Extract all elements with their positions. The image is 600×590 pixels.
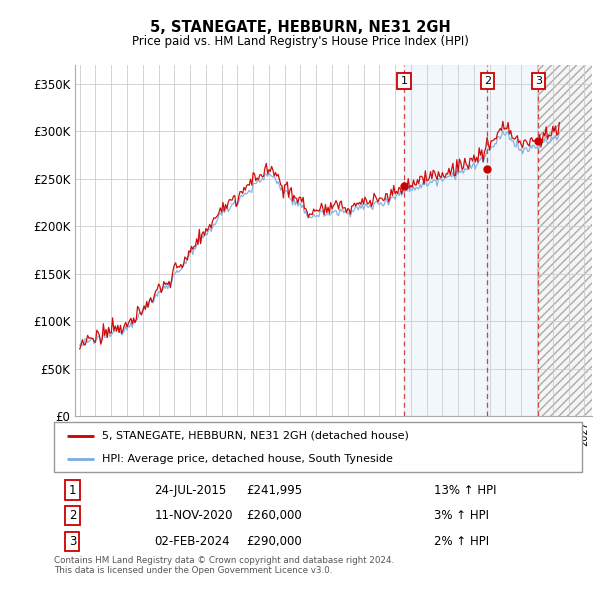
- Text: Price paid vs. HM Land Registry's House Price Index (HPI): Price paid vs. HM Land Registry's House …: [131, 35, 469, 48]
- Text: Contains HM Land Registry data © Crown copyright and database right 2024.
This d: Contains HM Land Registry data © Crown c…: [54, 556, 394, 575]
- Text: £241,995: £241,995: [246, 484, 302, 497]
- Text: 2: 2: [69, 509, 76, 522]
- Text: 1: 1: [69, 484, 76, 497]
- Text: £260,000: £260,000: [247, 509, 302, 522]
- Text: 2% ↑ HPI: 2% ↑ HPI: [434, 535, 489, 548]
- Text: 3: 3: [535, 76, 542, 86]
- Text: 1: 1: [400, 76, 407, 86]
- Text: 13% ↑ HPI: 13% ↑ HPI: [434, 484, 497, 497]
- Bar: [487, 65, 538, 416]
- FancyBboxPatch shape: [54, 422, 582, 472]
- Text: 5, STANEGATE, HEBBURN, NE31 2GH: 5, STANEGATE, HEBBURN, NE31 2GH: [149, 20, 451, 35]
- Text: £290,000: £290,000: [247, 535, 302, 548]
- Text: 5, STANEGATE, HEBBURN, NE31 2GH (detached house): 5, STANEGATE, HEBBURN, NE31 2GH (detache…: [101, 431, 409, 441]
- Text: 11-NOV-2020: 11-NOV-2020: [154, 509, 233, 522]
- Text: HPI: Average price, detached house, South Tyneside: HPI: Average price, detached house, Sout…: [101, 454, 392, 464]
- Bar: [404, 65, 487, 416]
- Text: 24-JUL-2015: 24-JUL-2015: [154, 484, 227, 497]
- Bar: [538, 65, 592, 416]
- Text: 3: 3: [69, 535, 76, 548]
- Text: 3% ↑ HPI: 3% ↑ HPI: [434, 509, 489, 522]
- Text: 2: 2: [484, 76, 491, 86]
- Text: 02-FEB-2024: 02-FEB-2024: [154, 535, 230, 548]
